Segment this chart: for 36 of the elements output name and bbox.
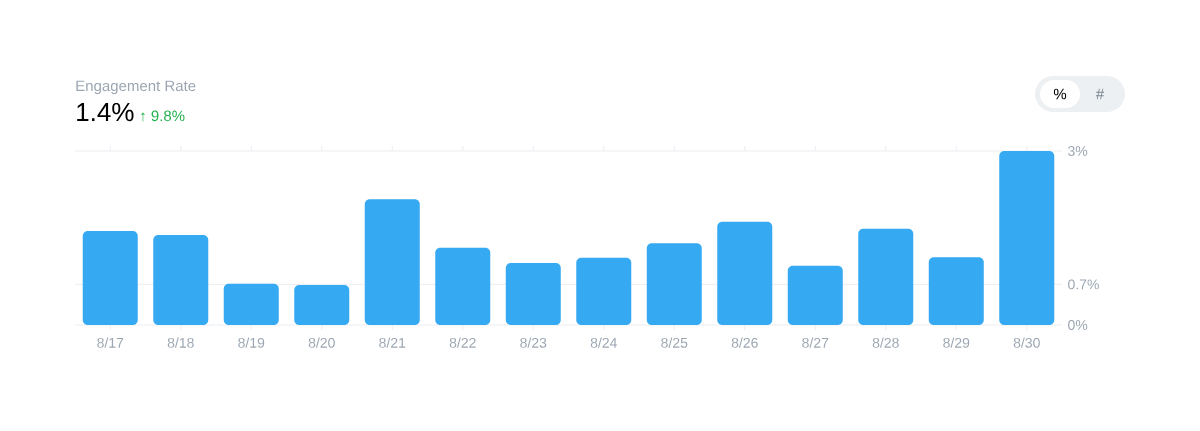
- bar: [646, 243, 702, 325]
- x-tick-label: 8/19: [238, 337, 265, 348]
- bar: [364, 199, 420, 325]
- chart-subtitle: 1.4%: [77, 102, 134, 122]
- y-tick-label: 0.7%: [1068, 279, 1099, 290]
- x-tick-label: 8/21: [379, 337, 406, 348]
- x-tick-label: 8/17: [97, 337, 124, 348]
- x-tick-label: 8/27: [802, 337, 829, 348]
- bar: [82, 231, 138, 325]
- x-tick-label: 8/24: [590, 337, 617, 348]
- bar: [999, 151, 1055, 325]
- chart-title: Engagement Rate: [76, 80, 196, 95]
- x-tick-label: 8/18: [167, 337, 194, 348]
- bar: [717, 221, 773, 325]
- x-tick-label: 8/30: [1013, 337, 1040, 348]
- x-tick-label: 8/29: [943, 337, 970, 348]
- bar: [505, 262, 561, 325]
- x-tick-label: 8/26: [731, 337, 758, 348]
- x-tick-label: 8/28: [872, 337, 899, 348]
- y-tick-label: 0%: [1068, 320, 1088, 330]
- text: #: [1095, 88, 1105, 100]
- bar: [858, 228, 914, 325]
- x-tick-label: 8/22: [449, 337, 476, 348]
- bar: [223, 283, 279, 325]
- x-tick-label: 8/23: [520, 337, 547, 348]
- bar: [576, 257, 632, 325]
- text: %: [1053, 88, 1067, 100]
- bar: [294, 284, 350, 325]
- bar: [153, 235, 209, 325]
- x-tick-label: 8/25: [661, 337, 688, 348]
- bar: [928, 257, 984, 325]
- bar: [787, 265, 843, 325]
- bar: [435, 247, 491, 325]
- y-tick-label: 3%: [1068, 146, 1088, 156]
- x-tick-label: 8/20: [308, 337, 335, 348]
- text: ↑ 9.8%: [141, 110, 185, 122]
